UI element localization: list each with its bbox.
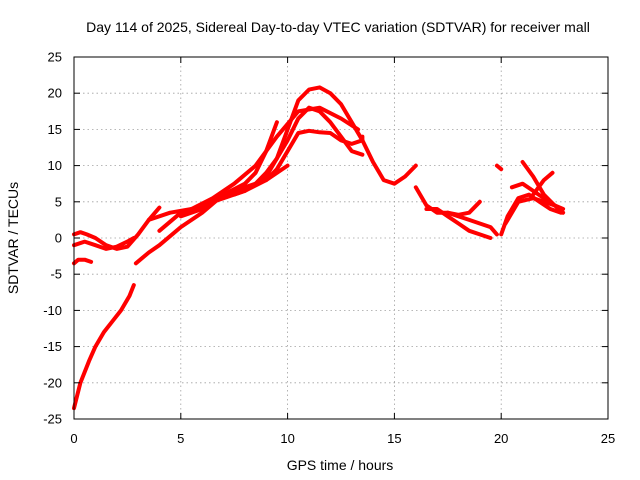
- x-tick-label: 10: [280, 431, 294, 446]
- y-tick-label: 10: [48, 158, 62, 173]
- y-tick-label: -15: [43, 339, 62, 354]
- x-tick-label: 25: [601, 431, 615, 446]
- y-tick-label: 20: [48, 86, 62, 101]
- y-tick-label: 25: [48, 50, 62, 65]
- y-tick-label: -5: [50, 267, 62, 282]
- x-tick-label: 0: [70, 431, 77, 446]
- series-line-arc-17: [520, 160, 566, 215]
- x-axis-label: GPS time / hours: [287, 457, 394, 473]
- series-line-arc-4: [72, 236, 136, 251]
- x-tick-label: 15: [387, 431, 401, 446]
- y-tick-label: 5: [55, 194, 62, 209]
- series-line-arc-12: [424, 207, 493, 240]
- series-line-arc-10: [146, 105, 361, 222]
- y-tick-label: -25: [43, 412, 62, 427]
- series-line-arc-2: [72, 257, 94, 266]
- series-line-arc-1: [72, 283, 136, 411]
- y-tick-label: 0: [55, 231, 62, 246]
- y-tick-label: -20: [43, 375, 62, 390]
- series-line-arc-18: [531, 170, 555, 197]
- series-line-arc-13: [445, 199, 482, 217]
- chart-title: Day 114 of 2025, Sidereal Day-to-day VTE…: [86, 19, 590, 35]
- series-line-arc-6: [157, 85, 418, 233]
- series-line-arc-9: [178, 163, 290, 219]
- y-axis-label: SDTVAR / TECUs: [5, 182, 21, 294]
- x-tick-label: 20: [494, 431, 508, 446]
- y-tick-label: -10: [43, 303, 62, 318]
- plot-series: [72, 85, 566, 411]
- grid: [74, 57, 608, 419]
- series-line-arc-5: [133, 120, 279, 266]
- series-line-arc-19: [494, 163, 504, 172]
- x-tick-label: 5: [177, 431, 184, 446]
- y-tick-label: 15: [48, 122, 62, 137]
- axis-ticks: 0 5 10 15 20 25 -25 -20 -15 -10 -5 0 5 10 15 20 25: [43, 50, 615, 447]
